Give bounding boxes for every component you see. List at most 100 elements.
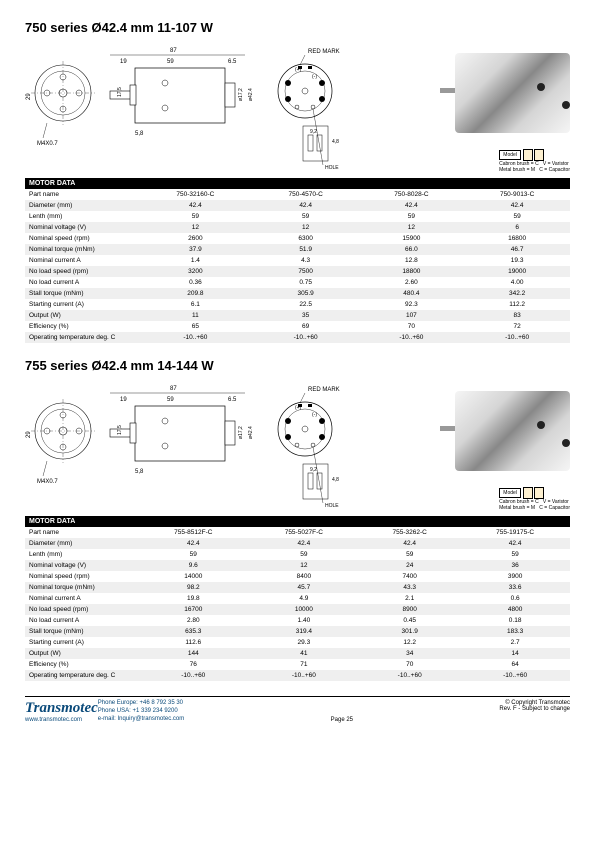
row-label: Output (W) [25, 310, 138, 321]
row-cell: 22.5 [253, 299, 359, 310]
row-cell: 14000 [138, 571, 249, 582]
footer-right: © Copyright Transmotec Rev. F - Subject … [499, 700, 570, 712]
row-cell: 51.9 [253, 244, 359, 255]
table-row: Nominal voltage (V)1212126 [25, 222, 570, 233]
row-cell: 2.80 [138, 615, 249, 626]
row-cell: 66.0 [359, 244, 465, 255]
table-row: Starting current (A)6.122.592.3112.2 [25, 299, 570, 310]
side-view-755: 87 19 59 6.5 5,8 ø17,2 ø42.4 17,5 [105, 381, 265, 491]
dim-59: 59 [167, 59, 174, 65]
row-cell: 12 [253, 222, 359, 233]
row-cell: 42.4 [138, 538, 249, 549]
table-row: Starting current (A)112.629.312.22.7 [25, 637, 570, 648]
row-cell: 16700 [138, 604, 249, 615]
front-view-755: 29 M4X0.7 [25, 381, 100, 491]
table-row: Efficiency (%)76717064 [25, 659, 570, 670]
row-cell: 6300 [253, 233, 359, 244]
footer-rev: Rev. F - Subject to change [499, 706, 570, 712]
row-cell: 72 [464, 321, 570, 332]
row-cell: 3200 [138, 266, 253, 277]
row-cell: 59 [253, 211, 359, 222]
footer-site: www.transmotec.com [25, 717, 98, 723]
dim-172: ø17,2 [238, 88, 244, 101]
row-cell: 15900 [359, 233, 465, 244]
legend-metal: Metal brush = M [499, 167, 535, 173]
rear-view-750: RED MARK (+) (-) 9,2 4,8 HOLE [270, 43, 360, 173]
table-row: No load speed (rpm)167001000089004800 [25, 604, 570, 615]
row-label: Diameter (mm) [25, 538, 138, 549]
row-cell: 59 [138, 211, 253, 222]
row-cell: 755-19175-C [460, 527, 570, 538]
dim-48: 4,8 [332, 139, 339, 145]
table-row: Diameter (mm)42.442.442.442.4 [25, 538, 570, 549]
row-cell: 33.6 [460, 582, 570, 593]
row-cell: 45.7 [249, 582, 360, 593]
series-750-title: 750 series Ø42.4 mm 11-107 W [25, 20, 570, 35]
row-cell: 19000 [464, 266, 570, 277]
row-label: Nominal torque (mNm) [25, 244, 138, 255]
row-cell: 2.60 [359, 277, 465, 288]
row-cell: 37.9 [138, 244, 253, 255]
row-cell: 2.1 [359, 593, 460, 604]
table-750-header: MOTOR DATA [25, 178, 570, 189]
table-row: Operating temperature deg. C-10..+60-10.… [25, 332, 570, 343]
row-cell: 18800 [359, 266, 465, 277]
svg-text:ø42.4: ø42.4 [248, 426, 254, 439]
row-cell: 59 [460, 549, 570, 560]
row-cell: 42.4 [249, 538, 360, 549]
row-label: Nominal voltage (V) [25, 560, 138, 571]
row-cell: 83 [464, 310, 570, 321]
row-cell: 144 [138, 648, 249, 659]
row-cell: 36 [460, 560, 570, 571]
table-row: Nominal torque (mNm)37.951.966.046.7 [25, 244, 570, 255]
row-cell: 755-5027F-C [249, 527, 360, 538]
row-cell: 19.8 [138, 593, 249, 604]
model-legend-750: Model Cabron brush = C V = Varistor Meta… [499, 149, 570, 173]
dim-175: 17,5 [117, 87, 123, 97]
dim-424: ø42.4 [248, 88, 254, 101]
rear-view-755: RED MARK (+) (-) 9,2 4,8 HOLE [270, 381, 360, 511]
row-cell: 24 [359, 560, 460, 571]
svg-text:(-): (-) [312, 74, 317, 80]
hole-label: HOLE [325, 165, 339, 171]
row-label: Stall torque (mNm) [25, 626, 138, 637]
table-row: Efficiency (%)65697072 [25, 321, 570, 332]
row-cell: 70 [359, 659, 460, 670]
row-cell: 35 [253, 310, 359, 321]
row-cell: 4800 [460, 604, 570, 615]
row-cell: 4.9 [249, 593, 360, 604]
row-cell: 4.00 [464, 277, 570, 288]
row-label: No load current A [25, 277, 138, 288]
row-cell: -10..+60 [253, 332, 359, 343]
table-755: MOTOR DATA Part name755-8512F-C755-5027F… [25, 516, 570, 681]
row-cell: 0.18 [460, 615, 570, 626]
series-755-diagrams: 29 M4X0.7 87 19 59 6.5 5,8 ø17,2 ø42.4 1… [25, 381, 570, 511]
row-cell: 183.3 [460, 626, 570, 637]
row-cell: 635.3 [138, 626, 249, 637]
table-row: Part name750-32160-C750-4570-C750-8028-C… [25, 189, 570, 200]
row-cell: 19.3 [464, 255, 570, 266]
row-cell: 46.7 [464, 244, 570, 255]
svg-text:(+): (+) [295, 405, 302, 411]
row-cell: 12.8 [359, 255, 465, 266]
row-label: Efficiency (%) [25, 659, 138, 670]
footer-phone-eu: Phone Europe: +46 8 792 35 30 [98, 700, 184, 708]
row-label: Part name [25, 189, 138, 200]
page-footer: Transmotec www.transmotec.com Phone Euro… [25, 696, 570, 723]
row-label: Lenth (mm) [25, 549, 138, 560]
row-cell: 112.2 [464, 299, 570, 310]
table-row: Nominal current A19.84.92.10.6 [25, 593, 570, 604]
row-cell: -10..+60 [138, 670, 249, 681]
footer-page: Page 25 [184, 717, 499, 723]
row-cell: 42.4 [138, 200, 253, 211]
row-cell: 71 [249, 659, 360, 670]
row-cell: 59 [249, 549, 360, 560]
svg-text:RED MARK: RED MARK [308, 387, 340, 393]
table-row: No load current A2.801.400.450.18 [25, 615, 570, 626]
row-label: Output (W) [25, 648, 138, 659]
row-cell: 755-8512F-C [138, 527, 249, 538]
table-row: Lenth (mm)59595959 [25, 211, 570, 222]
row-cell: 305.9 [253, 288, 359, 299]
row-cell: 65 [138, 321, 253, 332]
svg-text:M4X0.7: M4X0.7 [37, 479, 58, 485]
